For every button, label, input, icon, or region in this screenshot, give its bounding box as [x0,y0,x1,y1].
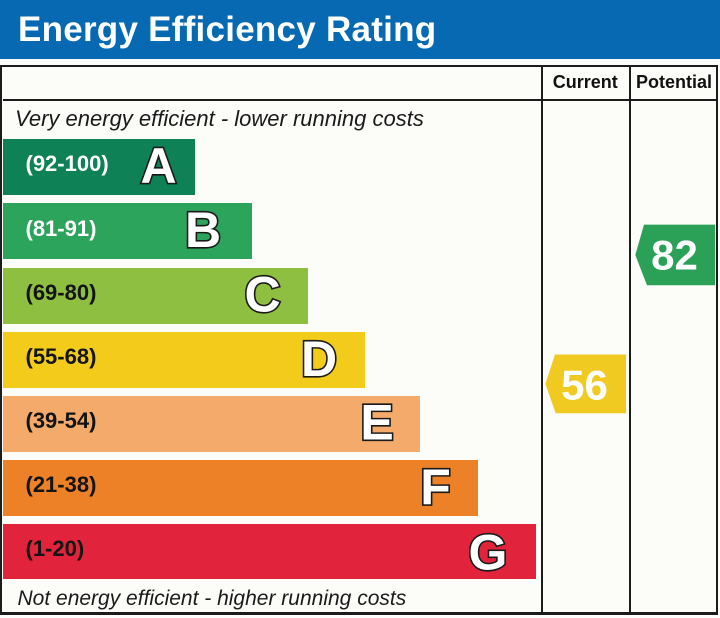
svg-text:D: D [301,331,337,387]
svg-text:A: A [140,138,176,194]
svg-text:B: B [185,202,221,258]
svg-text:C: C [244,267,280,323]
svg-text:56: 56 [561,362,608,409]
svg-text:82: 82 [651,232,698,279]
svg-text:E: E [360,395,393,451]
svg-text:F: F [420,459,451,515]
svg-text:G: G [469,525,508,581]
